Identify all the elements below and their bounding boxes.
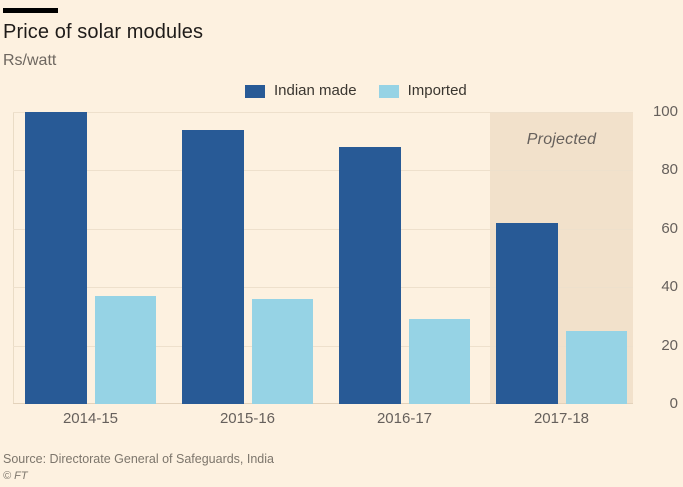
- y-axis-tick-60: 60: [661, 219, 678, 237]
- gridline-80: [13, 170, 633, 172]
- bar-imported-2015-16: [252, 299, 313, 404]
- title-rule: [3, 8, 58, 13]
- bar-imported-2016-17: [409, 319, 470, 404]
- y-axis-tick-80: 80: [661, 161, 678, 179]
- legend-swatch-indian-made: [245, 84, 265, 98]
- source-note: Source: Directorate General of Safeguard…: [3, 452, 274, 466]
- bar-imported-2017-18: [566, 331, 627, 404]
- x-axis-tick-2014-15: 2014-15: [62, 410, 119, 427]
- legend-item-imported: Imported: [378, 82, 467, 99]
- chart-title: Price of solar modules: [3, 21, 204, 43]
- bar-indian-made-2015-16: [182, 130, 244, 404]
- y-axis-tick-40: 40: [661, 278, 678, 296]
- plot-area: Projected: [13, 112, 633, 404]
- x-axis-tick-2015-16: 2015-16: [219, 410, 276, 427]
- gridline-60: [13, 228, 633, 230]
- plot-left-edge: [13, 112, 14, 404]
- legend: Indian made Imported: [245, 83, 467, 99]
- gridline-40: [13, 287, 633, 289]
- chart-units-label: Rs/watt: [3, 52, 57, 69]
- x-axis-tick-2017-18: 2017-18: [533, 410, 590, 427]
- y-axis-tick-100: 100: [652, 103, 678, 120]
- legend-label-indian-made: Indian made: [274, 82, 357, 99]
- gridline-100: [13, 112, 633, 113]
- y-axis-tick-20: 20: [661, 336, 678, 354]
- bar-indian-made-2014-15: [25, 112, 87, 404]
- bar-imported-2014-15: [95, 296, 156, 404]
- gridline-0: [13, 403, 633, 404]
- legend-swatch-imported: [378, 84, 399, 98]
- copyright-note: © FT: [3, 470, 28, 482]
- y-axis-tick-0: 0: [669, 395, 678, 412]
- legend-label-imported: Imported: [407, 82, 467, 99]
- projected-label: Projected: [526, 131, 597, 148]
- bar-indian-made-2017-18: [496, 223, 558, 404]
- bar-indian-made-2016-17: [339, 147, 401, 404]
- x-axis-tick-2016-17: 2016-17: [376, 410, 433, 427]
- legend-item-indian-made: Indian made: [245, 83, 357, 99]
- gridline-20: [13, 345, 633, 347]
